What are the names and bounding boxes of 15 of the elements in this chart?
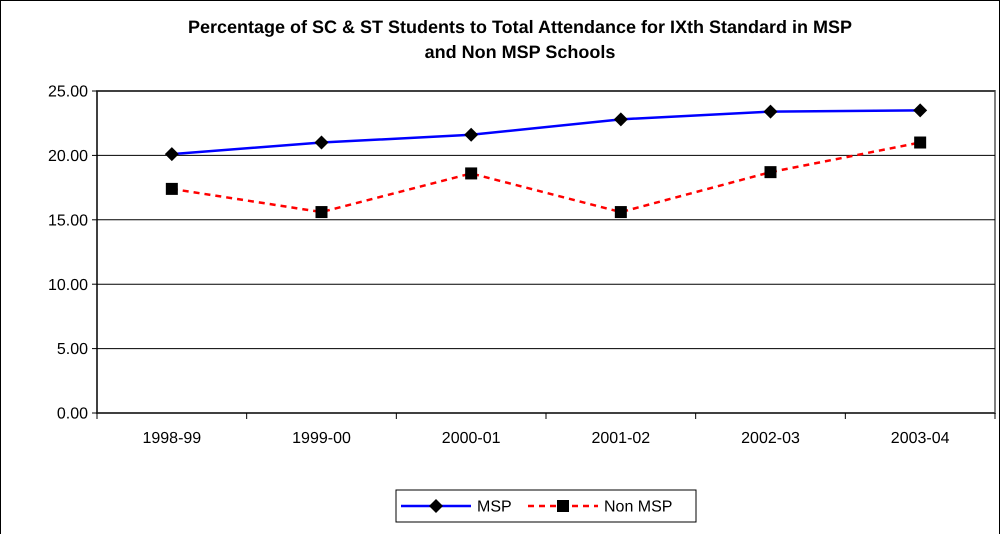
x-tick-label: 1999-00: [292, 430, 351, 447]
x-tick-label: 2002-03: [741, 430, 800, 447]
x-tick-label: 1998-99: [142, 430, 202, 447]
y-tick-label: 5.00: [56, 341, 88, 358]
y-tick-label: 0.00: [56, 406, 88, 423]
legend-label: MSP: [477, 498, 512, 516]
y-tick-label: 10.00: [48, 276, 88, 294]
x-tick-label: 2003-04: [890, 430, 950, 447]
legend-label: Non MSP: [604, 498, 672, 516]
y-tick-label: 20.00: [48, 148, 88, 165]
x-tick-label: 2000-01: [442, 430, 501, 447]
chart-title: Percentage of SC & ST Students to Total Attendance for IXth Standard in MSP and Non MSP Schools: [188, 17, 852, 62]
y-tick-label: 25.00: [48, 84, 88, 101]
x-tick-label: 2001-02: [591, 430, 650, 447]
y-tick-label: 15.00: [48, 212, 88, 230]
